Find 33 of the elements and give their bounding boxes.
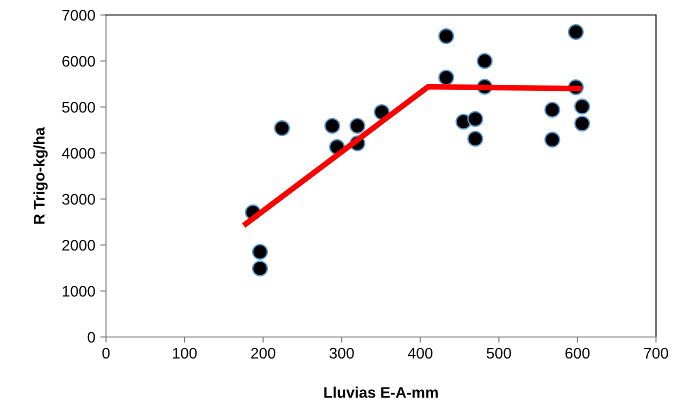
y-tick-label: 7000 (62, 10, 95, 21)
x-tick-label: 0 (102, 348, 110, 359)
point (438, 28, 454, 44)
x-tick-label: 400 (408, 348, 432, 359)
point (274, 120, 290, 136)
point (544, 102, 560, 118)
point (574, 116, 590, 132)
point (349, 118, 366, 134)
y-tick-label: 4000 (62, 148, 95, 159)
x-tick-label: 500 (486, 348, 512, 359)
point (467, 110, 484, 127)
point (252, 244, 268, 260)
y-axis-title: R Trigo-kg/ha (33, 127, 48, 224)
y-tick-label: 5000 (62, 102, 95, 113)
x-tick-label: 300 (330, 348, 354, 359)
y-tick-label: 2000 (62, 240, 95, 251)
point (324, 118, 340, 134)
point (467, 130, 484, 147)
point (252, 260, 268, 276)
point (476, 53, 493, 69)
y-tick-label: 3000 (62, 194, 95, 205)
x-tick-label: 200 (251, 348, 276, 359)
x-axis-title: Lluvias E-A-mm (324, 386, 438, 398)
x-tick-label: 100 (172, 348, 197, 359)
point (544, 132, 560, 148)
point (568, 24, 584, 40)
point (574, 98, 590, 115)
y-tick-label: 6000 (62, 56, 95, 67)
y-tick-label: 0 (88, 332, 95, 343)
x-tick-label: 600 (565, 348, 590, 359)
y-tick-label: 1000 (62, 286, 95, 297)
point (438, 70, 454, 86)
x-tick-label: 700 (644, 348, 668, 359)
